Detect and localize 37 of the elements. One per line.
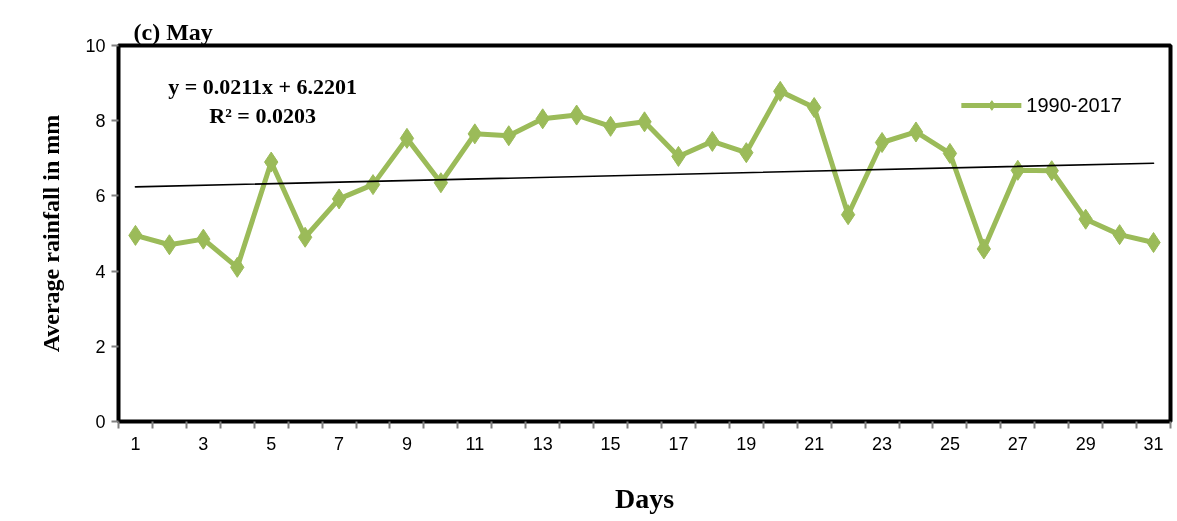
y-tick-label: 6: [95, 186, 106, 207]
point: [365, 174, 381, 196]
point: [908, 121, 924, 143]
x-tick-label: 13: [532, 433, 553, 454]
x-tick-label: 29: [1075, 433, 1096, 454]
y-tick-label: 2: [95, 336, 106, 357]
annotation: R² = 0.0203: [209, 103, 316, 129]
x-tick-label: 11: [465, 433, 485, 454]
legend-label: 1990-2017: [1026, 93, 1122, 117]
point: [297, 226, 313, 248]
point: [976, 238, 992, 260]
x-tick-label: 7: [334, 433, 345, 454]
point: [399, 127, 415, 149]
x-tick-label: 5: [266, 433, 277, 454]
x-tick-label: 19: [736, 433, 757, 454]
y-tick-label: 10: [85, 36, 106, 56]
x-axis-title: Days: [614, 482, 675, 514]
x-tick-label: 27: [1007, 433, 1028, 454]
x-tick-label: 31: [1143, 433, 1164, 454]
point: [874, 132, 890, 154]
annotation: y = 0.0211x + 6.2201: [168, 74, 358, 100]
x-tick-label: 9: [401, 433, 412, 454]
point: [840, 204, 856, 226]
x-tick-label: 21: [804, 433, 825, 454]
y-tick-label: 4: [95, 261, 106, 282]
y-tick-label: 8: [95, 111, 106, 132]
x-tick-label: 17: [668, 433, 689, 454]
y-tick-label: 0: [95, 412, 106, 432]
chart-title: (c) May: [133, 18, 213, 45]
point: [942, 142, 958, 164]
x-tick-label: 3: [198, 433, 209, 454]
y-axis-title: Average rainfall in mm: [38, 114, 65, 353]
x-tick-label: 15: [600, 433, 621, 454]
x-tick-label: 23: [872, 433, 893, 454]
x-tick-label: 25: [939, 433, 960, 454]
x-tick-label: 1: [130, 433, 141, 454]
point: [331, 188, 347, 210]
